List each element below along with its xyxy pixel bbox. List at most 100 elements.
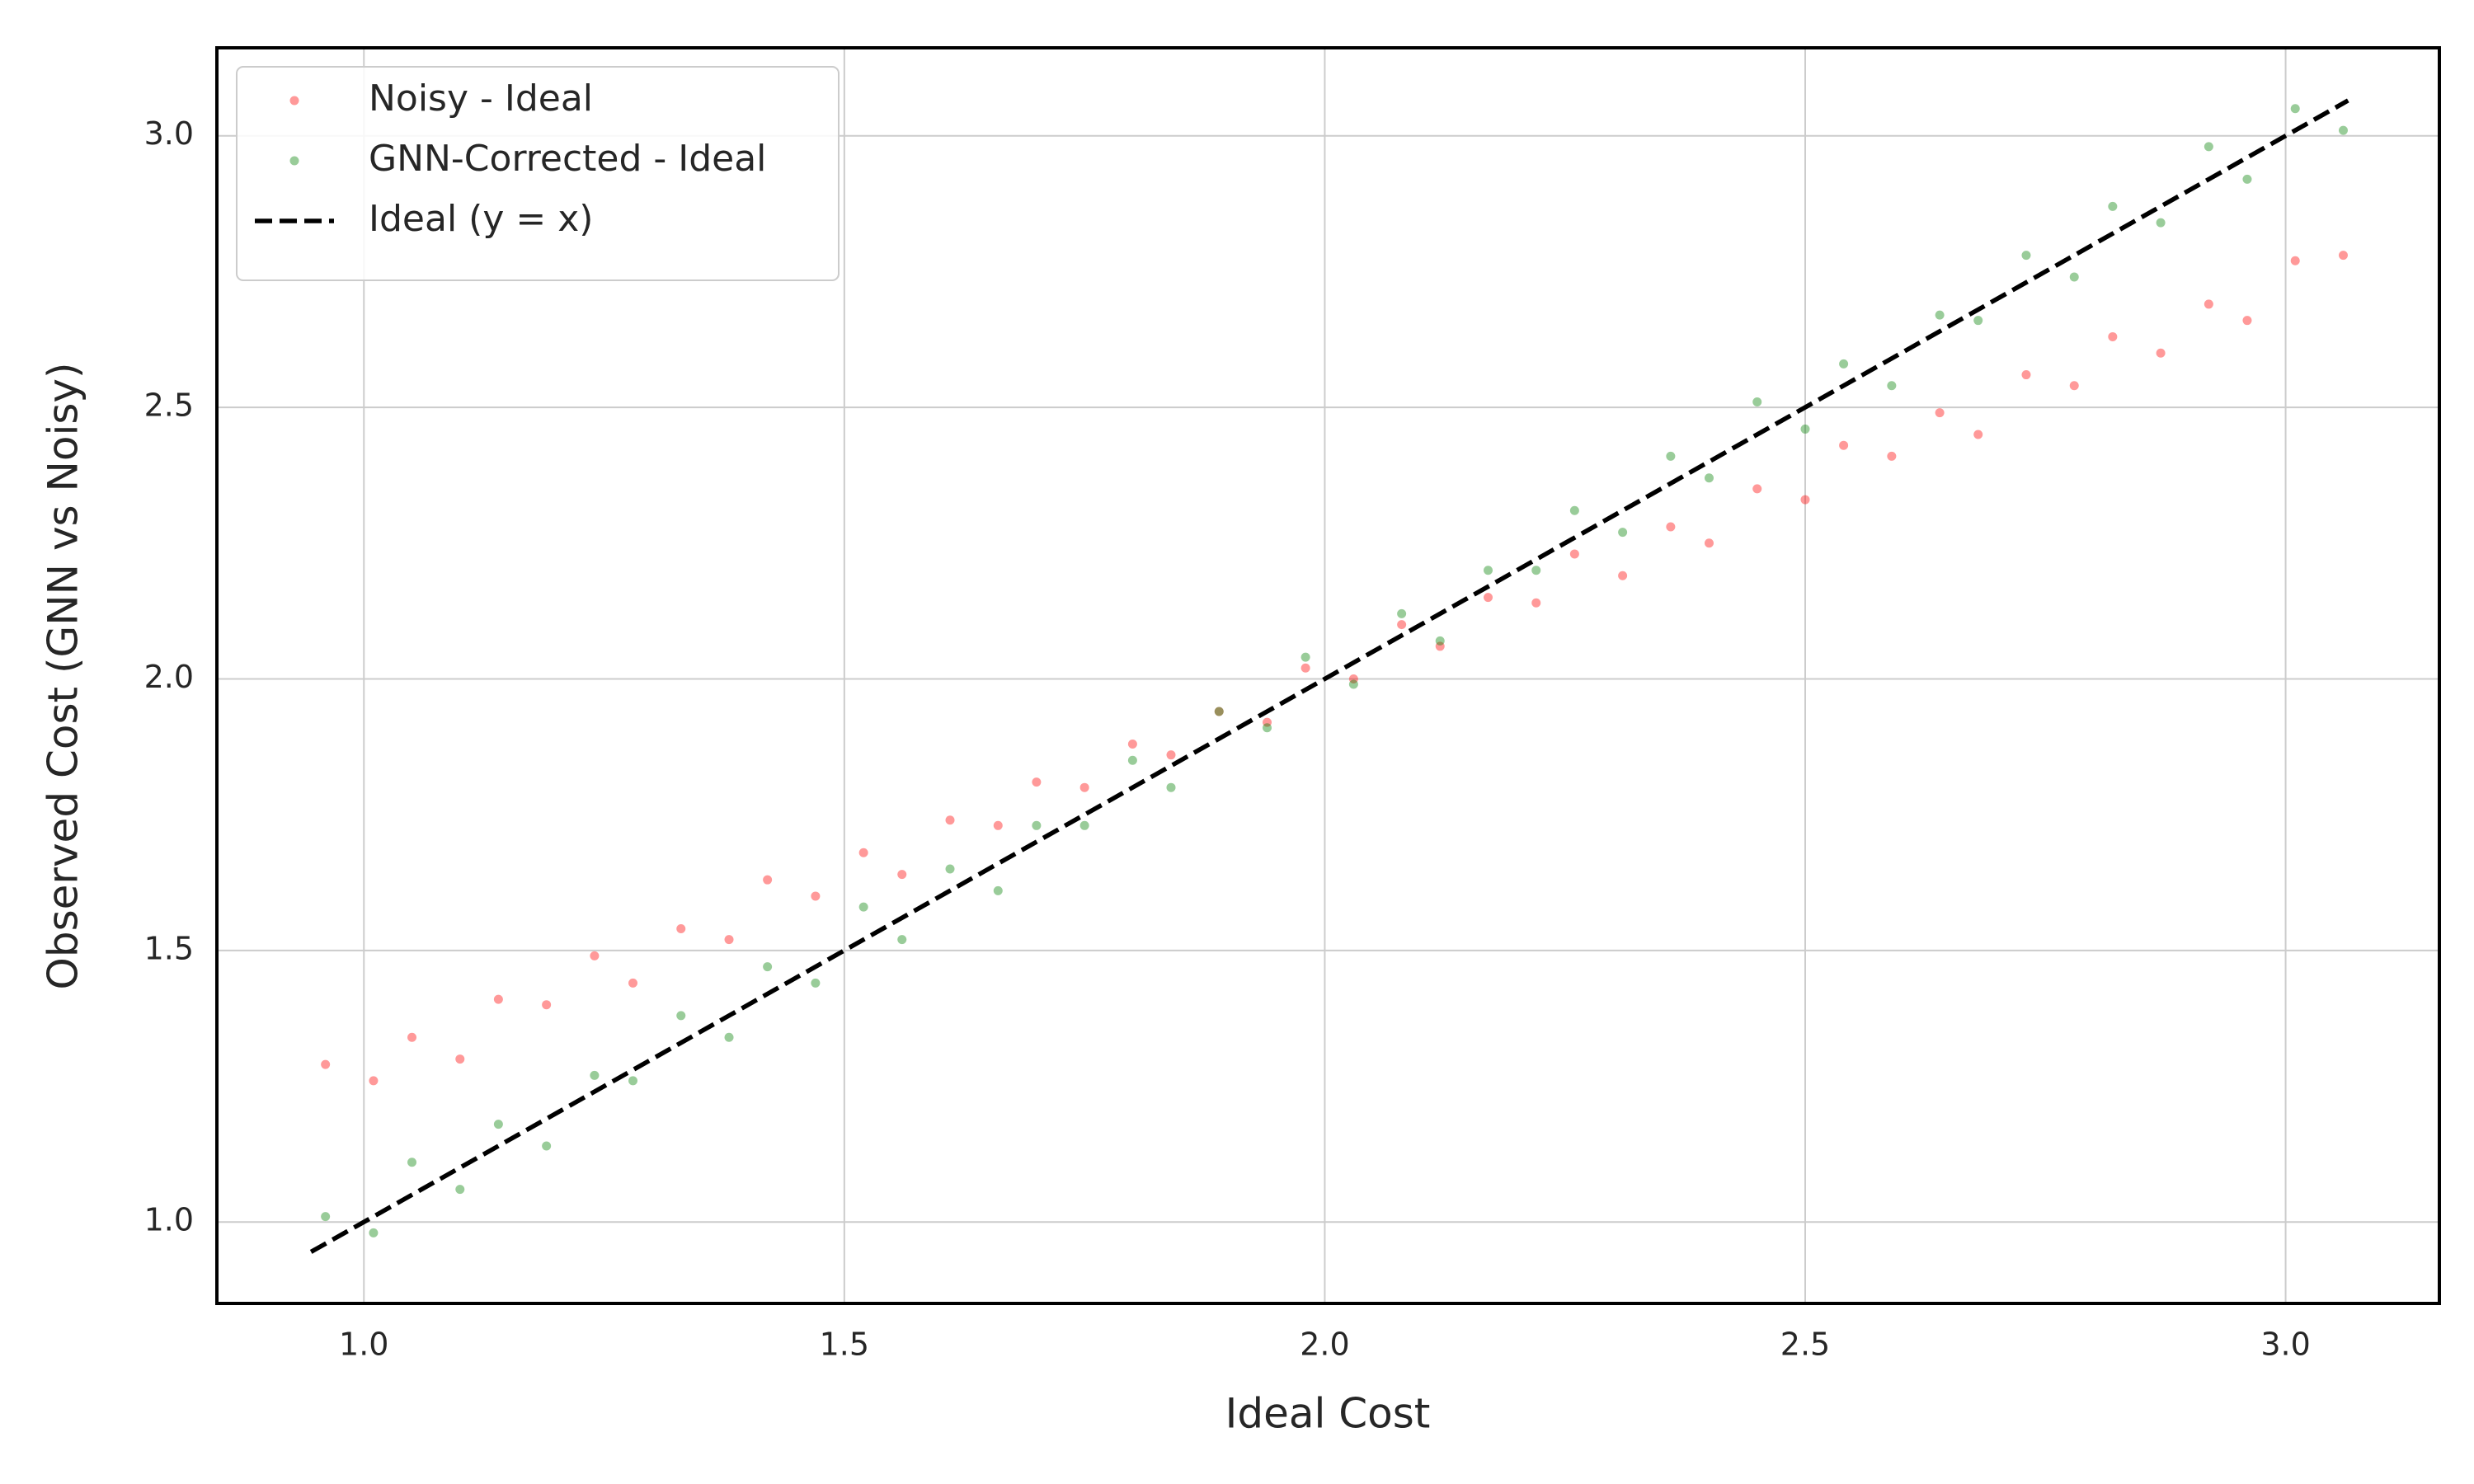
- data-point: [1569, 549, 1579, 559]
- y-tick-label: 3.0: [144, 115, 194, 152]
- ideal-line: [309, 98, 2349, 1254]
- data-point: [945, 864, 955, 874]
- y-tick-label: 1.0: [144, 1202, 194, 1238]
- data-point: [1800, 424, 1810, 434]
- data-point: [590, 951, 600, 960]
- data-point: [1704, 473, 1714, 483]
- data-point: [724, 935, 734, 945]
- data-point: [2156, 218, 2166, 228]
- data-point: [1300, 652, 1310, 662]
- data-point: [1839, 359, 1849, 369]
- data-point: [590, 1070, 600, 1080]
- data-point: [1935, 310, 1945, 320]
- data-point: [2204, 299, 2213, 309]
- data-point: [2338, 125, 2348, 135]
- data-point: [2242, 174, 2252, 184]
- data-point: [763, 875, 773, 885]
- data-point: [2021, 370, 2031, 380]
- data-point: [1973, 316, 1983, 326]
- data-point: [1166, 782, 1176, 792]
- data-point: [2338, 251, 2348, 261]
- data-point: [1127, 755, 1137, 765]
- x-tick-label: 1.0: [339, 1327, 388, 1363]
- legend-label: Noisy - Ideal: [369, 77, 593, 120]
- data-point: [763, 962, 773, 972]
- plot-area: [309, 98, 2349, 1254]
- data-point: [1618, 528, 1628, 538]
- data-point: [493, 994, 503, 1004]
- x-axis-label: Ideal Cost: [1225, 1390, 1431, 1438]
- legend-label: GNN-Corrected - Ideal: [369, 138, 766, 180]
- data-point: [1569, 505, 1579, 515]
- data-point: [1032, 820, 1042, 830]
- grid: [217, 48, 2439, 1303]
- data-point: [1263, 723, 1272, 733]
- data-point: [321, 1059, 331, 1069]
- data-point: [1079, 820, 1089, 830]
- data-point: [1263, 717, 1272, 727]
- data-point: [1531, 598, 1541, 608]
- y-axis-label: Observed Cost (GNN vs Noisy): [40, 362, 87, 989]
- data-point: [1887, 451, 1897, 461]
- data-point: [1079, 782, 1089, 792]
- data-point: [1618, 571, 1628, 580]
- data-point: [2108, 201, 2118, 211]
- data-point: [455, 1185, 465, 1195]
- data-point: [1127, 740, 1137, 749]
- legend: Noisy - Ideal GNN-Corrected - Ideal Ideal …: [236, 66, 840, 281]
- data-point: [1666, 451, 1676, 461]
- data-point: [1752, 397, 1762, 406]
- data-point: [811, 978, 821, 988]
- data-point: [628, 1076, 638, 1086]
- data-point: [1839, 440, 1849, 450]
- data-point: [897, 935, 907, 945]
- data-point: [407, 1158, 417, 1167]
- x-tick-label: 2.0: [1300, 1327, 1349, 1363]
- y-tick-label: 1.5: [144, 930, 194, 966]
- data-point: [1348, 679, 1358, 689]
- data-point: [2069, 272, 2079, 282]
- legend-label: Ideal (y = x): [369, 198, 593, 240]
- x-tick-label: 2.5: [1780, 1327, 1830, 1363]
- data-point: [2156, 348, 2166, 358]
- data-point: [993, 885, 1003, 895]
- data-point: [1397, 608, 1407, 618]
- data-point: [369, 1228, 379, 1237]
- data-point: [407, 1032, 417, 1042]
- y-tick-label: 2.5: [144, 387, 194, 424]
- ticks: 1.0 1.5 2.0 2.5 3.0 1.0 1.5 2.0 2.5 3.0: [144, 115, 2311, 1362]
- data-point: [493, 1120, 503, 1129]
- data-point: [945, 815, 955, 825]
- data-point: [2021, 251, 2031, 261]
- data-point: [628, 978, 638, 988]
- data-point: [1973, 430, 1983, 439]
- data-point: [2108, 331, 2118, 341]
- data-point: [1435, 641, 1445, 651]
- data-point: [369, 1076, 379, 1086]
- data-point: [724, 1032, 734, 1042]
- data-point: [1531, 566, 1541, 575]
- data-point: [858, 902, 868, 912]
- data-point: [1348, 674, 1358, 683]
- data-point: [1214, 707, 1224, 716]
- data-point: [542, 1000, 552, 1010]
- data-point: [455, 1054, 465, 1064]
- axes-frame: [215, 46, 2441, 1305]
- data-point: [1166, 750, 1176, 760]
- data-point: [676, 1011, 686, 1021]
- data-point: [1435, 636, 1445, 646]
- data-point: [1214, 707, 1224, 716]
- data-point: [1935, 408, 1945, 418]
- y-tick-label: 2.0: [144, 659, 194, 695]
- legend-swatch: [289, 96, 299, 106]
- data-point: [1752, 484, 1762, 494]
- data-point: [1666, 522, 1676, 532]
- data-point: [2204, 142, 2213, 152]
- data-point: [2069, 381, 2079, 391]
- data-point: [2290, 104, 2300, 114]
- legend-swatch: [289, 156, 299, 166]
- data-point: [1397, 620, 1407, 630]
- data-point: [321, 1212, 331, 1222]
- data-point: [897, 870, 907, 880]
